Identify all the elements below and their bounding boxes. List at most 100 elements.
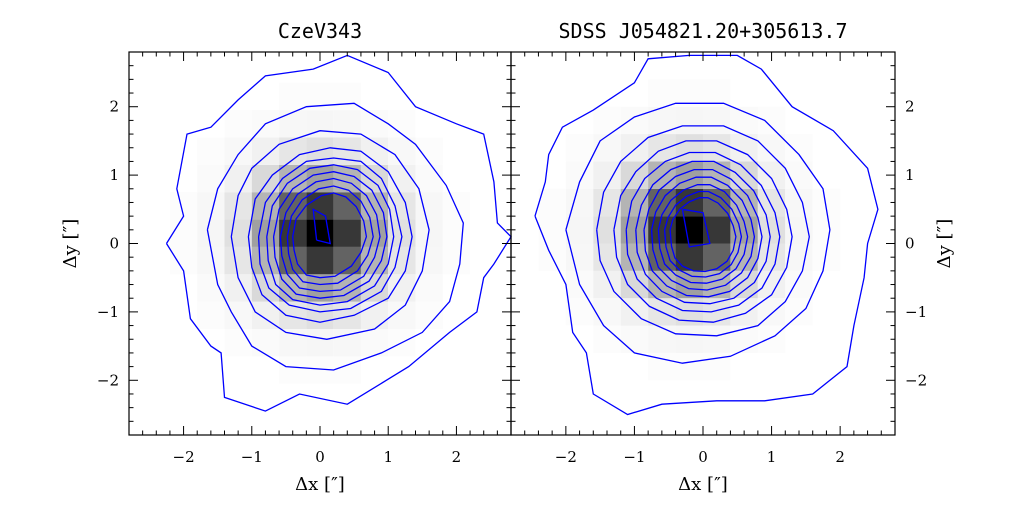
- image-pixel: [757, 161, 786, 189]
- image-pixel: [224, 328, 252, 357]
- image-pixel: [388, 246, 416, 275]
- contour-line: [613, 140, 793, 323]
- image-pixel: [388, 274, 416, 302]
- image-pixel: [197, 274, 225, 302]
- image-pixel: [785, 134, 813, 162]
- image-pixel: [251, 328, 280, 357]
- y-tick-label: 0: [109, 235, 119, 253]
- image-pixel: [442, 246, 471, 275]
- image-pixel: [333, 219, 361, 247]
- x-axis-label: Δx [″]: [295, 474, 345, 495]
- image-pixel: [620, 188, 649, 217]
- y-tick-label: −2: [905, 371, 927, 389]
- image-pixel: [442, 192, 471, 220]
- image-pixel: [593, 134, 621, 162]
- image-pixel: [360, 274, 389, 302]
- image-pixel: [415, 192, 443, 220]
- contour-line: [657, 184, 749, 284]
- y-axis-label: Δy [″]: [934, 219, 955, 269]
- image-pixel: [333, 192, 361, 220]
- contour-line: [635, 160, 771, 305]
- image-pixel: [306, 301, 334, 329]
- image-pixel: [812, 216, 841, 244]
- contour-line: [292, 192, 368, 279]
- image-pixel: [675, 325, 703, 353]
- image-pixel: [703, 243, 731, 271]
- image-pixel: [785, 161, 813, 189]
- x-tick-label: −1: [623, 448, 645, 466]
- image-pixel: [785, 188, 813, 217]
- image-pixel: [565, 134, 594, 162]
- y-tick-label: −1: [905, 303, 927, 321]
- image-pixel: [703, 106, 731, 135]
- contour-line: [279, 177, 381, 293]
- image-pixel: [251, 219, 280, 247]
- image-pixel: [593, 325, 621, 353]
- intensity-image: [538, 79, 841, 381]
- contour-line: [312, 208, 332, 245]
- x-tick-label: 1: [767, 448, 777, 466]
- contour-lines: [534, 54, 879, 416]
- image-pixel: [306, 164, 334, 193]
- image-pixel: [388, 137, 416, 165]
- image-pixel: [675, 106, 703, 135]
- contour-line: [257, 157, 403, 313]
- image-pixel: [197, 137, 225, 165]
- image-pixel: [197, 301, 225, 329]
- plot-frame: [510, 51, 896, 436]
- image-pixel: [279, 164, 307, 193]
- image-pixel: [279, 137, 307, 165]
- image-pixel: [333, 246, 361, 275]
- contour-line: [643, 168, 763, 298]
- y-tick-label: −2: [97, 371, 119, 389]
- image-pixel: [757, 216, 786, 244]
- panel-title: SDSS J054821.20+305613.7: [559, 19, 848, 43]
- image-pixel: [730, 161, 758, 189]
- contour-line: [681, 208, 711, 248]
- x-tick-label: 1: [383, 448, 393, 466]
- image-pixel: [360, 110, 389, 138]
- image-pixel: [675, 243, 703, 271]
- panel-title: CzeV343: [278, 19, 362, 43]
- image-pixel: [620, 161, 649, 189]
- x-axis-label: Δx [″]: [678, 474, 728, 495]
- image-pixel: [333, 82, 361, 111]
- image-pixel: [675, 79, 703, 107]
- image-pixel: [620, 270, 649, 299]
- tick-labels: −2 −1 0 1 2 −2 −1 0 1 2: [555, 98, 927, 466]
- image-pixel: [224, 164, 252, 193]
- image-pixel: [703, 216, 731, 244]
- contour-line: [534, 54, 879, 416]
- image-pixel: [415, 274, 443, 302]
- image-pixel: [279, 82, 307, 111]
- image-pixel: [197, 164, 225, 193]
- y-tick-label: 1: [905, 166, 915, 184]
- image-pixel: [675, 352, 703, 381]
- x-tick-label: −2: [173, 448, 195, 466]
- y-tick-label: 1: [109, 166, 119, 184]
- image-pixel: [703, 79, 731, 107]
- image-pixel: [648, 325, 676, 353]
- image-pixel: [538, 188, 566, 217]
- image-pixel: [279, 192, 307, 220]
- image-pixel: [620, 243, 649, 271]
- image-pixel: [703, 325, 731, 353]
- image-pixel: [730, 325, 758, 353]
- x-tick-label: 0: [698, 448, 708, 466]
- contour-line: [663, 190, 743, 278]
- image-pixel: [538, 216, 566, 244]
- image-pixel: [757, 134, 786, 162]
- contour-line: [286, 185, 374, 286]
- image-pixel: [757, 106, 786, 135]
- contour-line: [230, 130, 430, 340]
- y-tick-label: 2: [109, 98, 119, 116]
- image-pixel: [675, 216, 703, 244]
- image-pixel: [648, 79, 676, 107]
- panel-left: −2 −1 0 1 2 −2 −1 0 1 2 CzeV343 Δx [″] Δy [″]: [60, 19, 512, 495]
- image-pixel: [730, 134, 758, 162]
- image-pixel: [197, 219, 225, 247]
- image-pixel: [415, 164, 443, 193]
- image-pixel: [279, 356, 307, 384]
- x-tick-label: −1: [241, 448, 263, 466]
